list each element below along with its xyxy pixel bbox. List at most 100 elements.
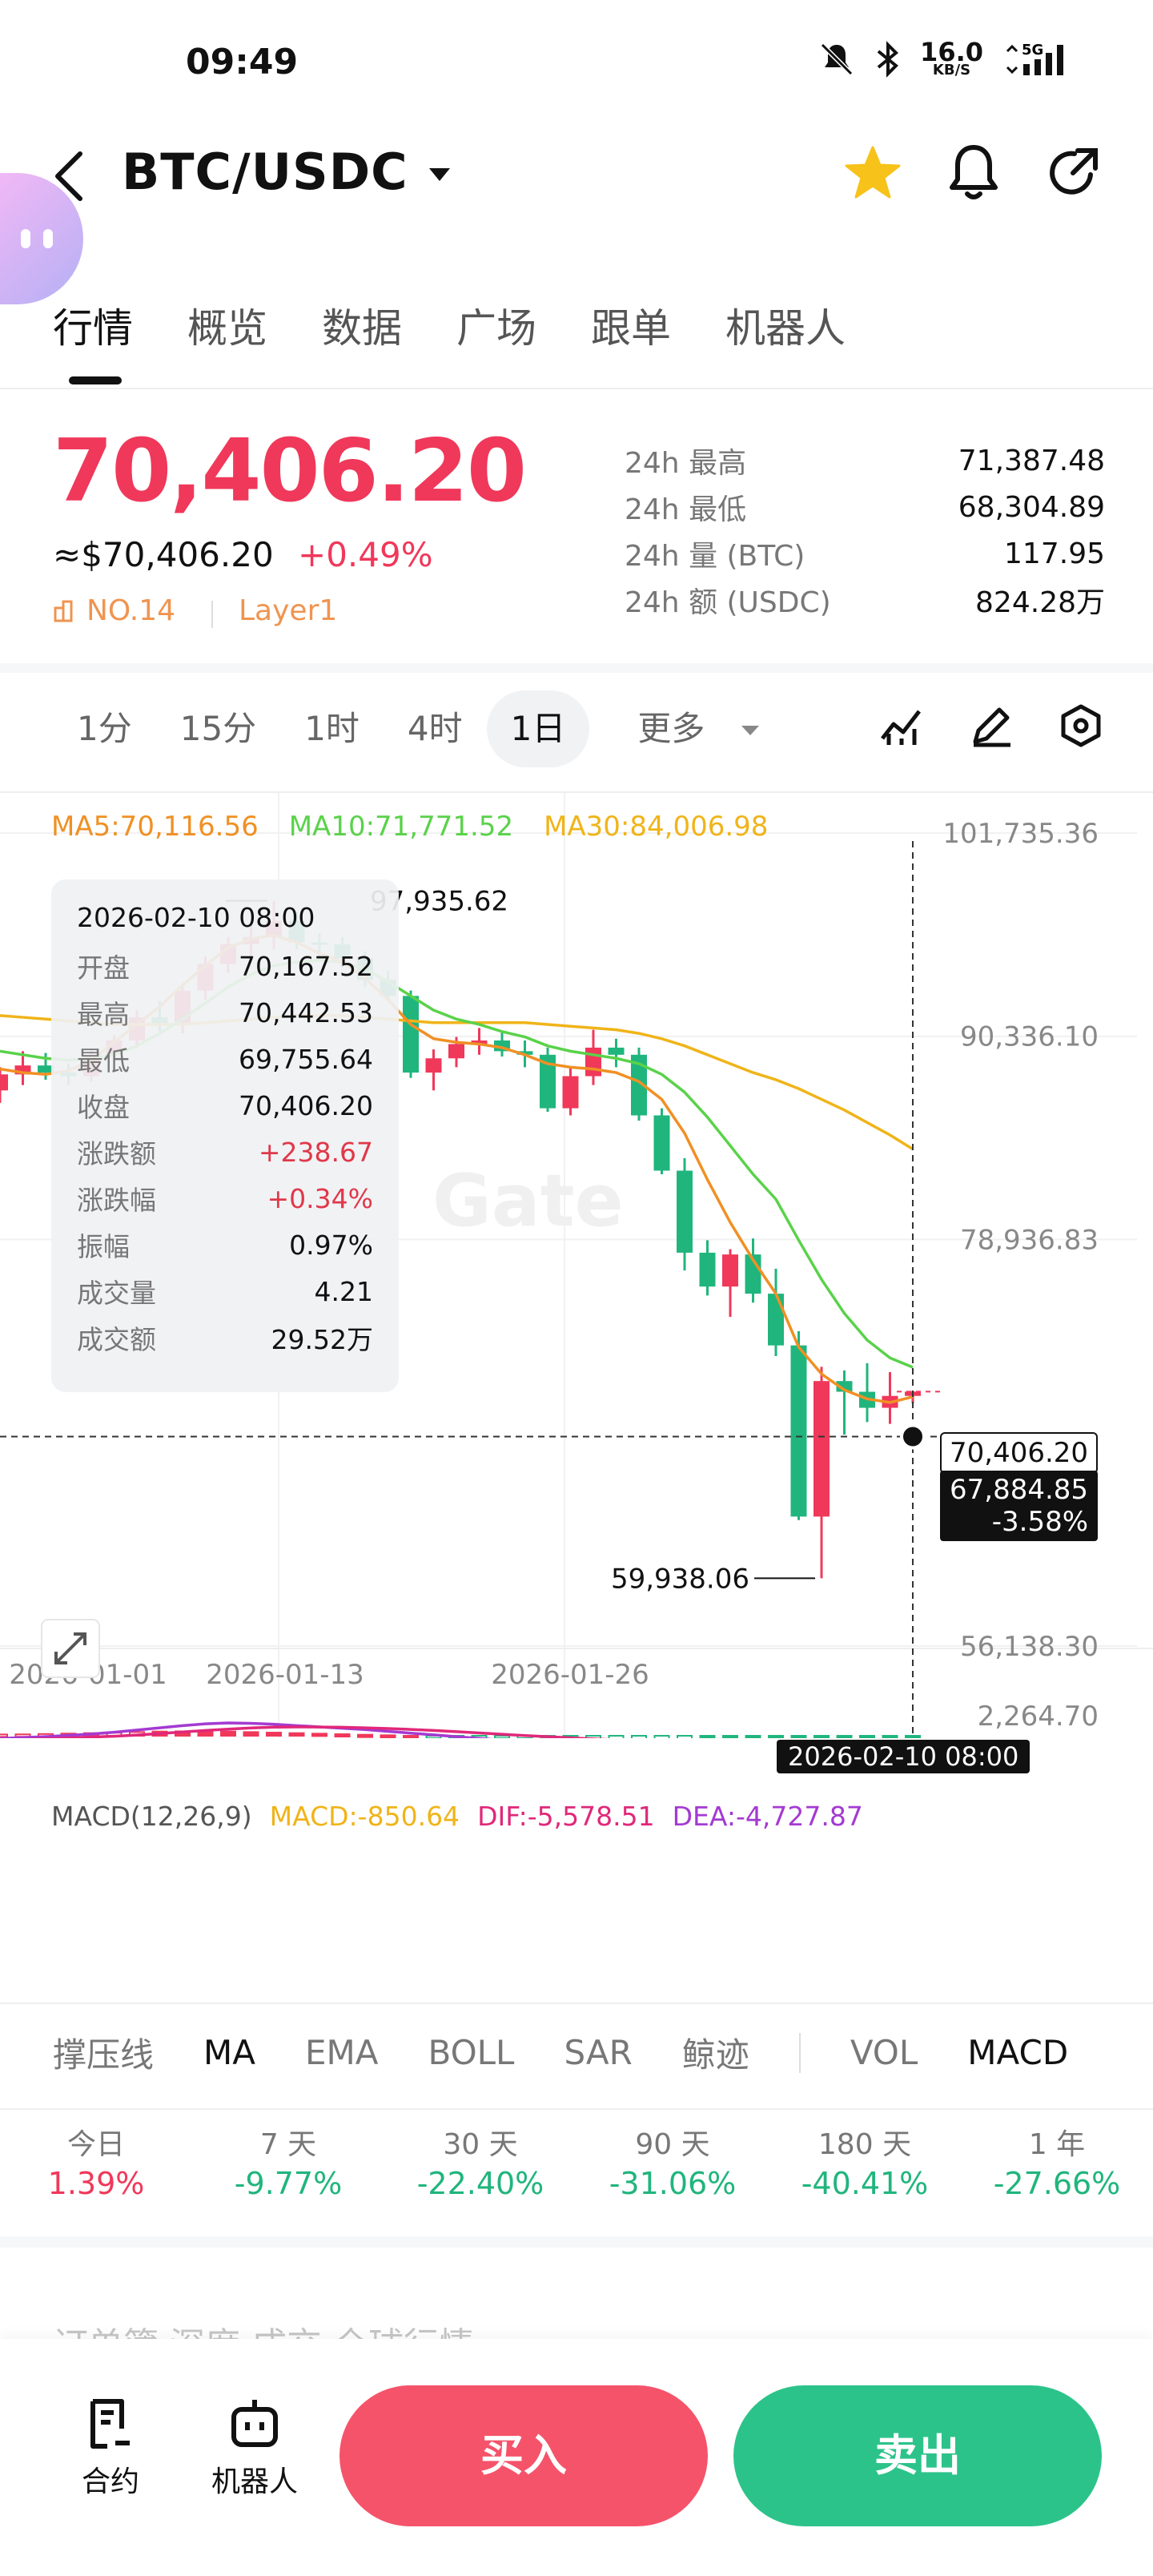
perf-today: 今日 1.39% — [47, 2128, 145, 2201]
rank-tag[interactable]: NO.14 — [53, 594, 175, 627]
macd-histogram-bar — [357, 1733, 373, 1738]
macd-histogram-bar — [311, 1733, 327, 1737]
ma5-label: MA5:70,116.56 — [51, 811, 259, 843]
macd-histogram-bar — [266, 1732, 282, 1737]
tab-data[interactable]: 数据 — [322, 305, 402, 352]
dea-line — [21, 1725, 609, 1738]
candle-body — [516, 1051, 533, 1055]
candle-body — [722, 1254, 738, 1287]
tooltip-row: 振幅 0.97% — [77, 1229, 373, 1263]
back-arrow-icon[interactable] — [51, 147, 86, 205]
pair-selector[interactable]: BTC/USDC — [122, 143, 453, 201]
y-tick-label: 101,735.36 — [942, 818, 1099, 850]
perf-1y: 1 年 -27.66% — [993, 2128, 1121, 2201]
candle-body — [540, 1054, 556, 1109]
assistant-bubble[interactable] — [0, 173, 83, 304]
header — [0, 128, 1153, 224]
draw-pencil-icon[interactable] — [967, 702, 1015, 750]
indicator-macd[interactable]: MACD — [967, 2033, 1069, 2072]
svg-text:5G: 5G — [1022, 42, 1043, 58]
robot-nav[interactable]: 机器人 — [199, 2397, 311, 2500]
macd-histogram-bar — [699, 1735, 716, 1738]
macd-histogram-bar — [768, 1735, 784, 1738]
settings-hex-icon[interactable] — [1057, 702, 1105, 750]
indicator-ma[interactable]: MA — [203, 2033, 255, 2072]
sell-button[interactable]: 卖出 — [733, 2385, 1102, 2526]
candle-body — [790, 1345, 807, 1517]
status-bar: 09:49 16.0 KB/S 5G — [0, 0, 1153, 120]
interval-15m[interactable]: 15分 — [179, 709, 257, 748]
indicator-separator — [798, 2032, 801, 2073]
stat-high: 24h 最高 71,387.48 — [625, 444, 1105, 481]
tab-robot[interactable]: 机器人 — [725, 305, 846, 352]
divider — [0, 2002, 1153, 2004]
interval-more[interactable]: 更多 — [589, 690, 784, 767]
contract-doc-icon — [90, 2399, 130, 2449]
macd-histogram-bar — [653, 1735, 670, 1738]
tab-overview[interactable]: 概览 — [187, 305, 267, 352]
macd-histogram-bar — [288, 1732, 305, 1737]
macd-histogram-bar — [0, 1733, 8, 1738]
indicator-icon[interactable] — [878, 702, 926, 750]
macd-histogram-bar — [677, 1735, 693, 1738]
contract-nav[interactable]: 合约 — [54, 2397, 167, 2500]
share-icon[interactable] — [1043, 143, 1103, 203]
section-divider — [0, 663, 1153, 673]
last-price: 70,406.20 — [53, 421, 527, 521]
interval-1m[interactable]: 1分 — [77, 709, 132, 748]
favorite-star-icon[interactable] — [842, 143, 903, 203]
candle-body — [38, 1065, 54, 1073]
expand-icon — [54, 1632, 86, 1664]
y-tick-label: 90,336.10 — [960, 1021, 1099, 1053]
candle-body — [562, 1076, 579, 1109]
low-marker-label: 59,938.06 — [611, 1563, 749, 1595]
indicator-vol[interactable]: VOL — [850, 2033, 918, 2072]
interval-1d[interactable]: 1日 — [486, 690, 590, 767]
candle-body — [471, 1040, 488, 1044]
signal-5g-icon: 5G — [1006, 42, 1063, 75]
macd-histogram-bar — [836, 1735, 853, 1738]
category-tag[interactable]: Layer1 — [239, 594, 338, 627]
indicator-boll[interactable]: BOLL — [428, 2033, 515, 2072]
macd-histogram-bar — [905, 1735, 921, 1738]
macd-histogram-bar — [334, 1733, 351, 1738]
bell-muted-icon — [820, 42, 854, 76]
candle-body — [425, 1058, 442, 1073]
tag-separator — [211, 601, 213, 628]
watermark-logo: Gate — [432, 1159, 624, 1243]
usd-price: ≈$70,406.20 — [53, 535, 274, 574]
buy-button[interactable]: 买入 — [339, 2385, 708, 2526]
tab-market[interactable]: 行情 — [53, 305, 133, 352]
indicator-tabs: 撑压线 MA EMA BOLL SAR 鲸迹 VOL MACD — [53, 2028, 1068, 2077]
candlestick-chart[interactable]: Gate 101,735.36 90,336.10 78,936.83 56,138.3… — [0, 793, 1153, 1738]
candle-tooltip: 2026-02-10 08:00 开盘 70,167.52 最高 70,442.53 最… — [51, 879, 399, 1392]
indicator-sar[interactable]: SAR — [564, 2033, 633, 2072]
tab-copy-trade[interactable]: 跟单 — [591, 305, 671, 352]
alert-bell-icon[interactable] — [943, 141, 1004, 205]
indicator-whale[interactable]: 鲸迹 — [681, 2035, 749, 2075]
macd-params: MACD(12,26,9) — [51, 1801, 252, 1832]
tooltip-row: 开盘 70,167.52 — [77, 950, 373, 984]
macd-histogram-bar — [631, 1735, 647, 1738]
interval-1h[interactable]: 1时 — [304, 709, 360, 748]
contract-label: 合约 — [81, 2465, 139, 2498]
divider — [0, 2108, 1153, 2110]
candle-body — [608, 1047, 625, 1055]
candle-body — [814, 1381, 830, 1517]
candle-body — [631, 1054, 647, 1116]
candle-body — [677, 1170, 693, 1253]
interval-4h[interactable]: 4时 — [407, 709, 463, 748]
rank-label: NO.14 — [86, 594, 176, 627]
indicator-support[interactable]: 撑压线 — [53, 2035, 155, 2075]
divider — [0, 388, 1153, 389]
crosshair-price-tag: 67,884.85 -3.58% — [940, 1471, 1099, 1541]
caret-down-icon — [741, 726, 759, 735]
tooltip-row: 涨跌额 +238.67 — [77, 1136, 373, 1170]
perf-7d: 7 天 -9.77% — [234, 2128, 343, 2201]
candle-body — [836, 1381, 853, 1392]
stat-turnover: 24h 额 (USDC) 824.28万 — [625, 586, 1105, 619]
tab-underline — [69, 376, 122, 384]
dif-value: DIF:-5,578.51 — [477, 1801, 655, 1832]
tab-square[interactable]: 广场 — [456, 305, 536, 352]
indicator-ema[interactable]: EMA — [304, 2033, 379, 2072]
